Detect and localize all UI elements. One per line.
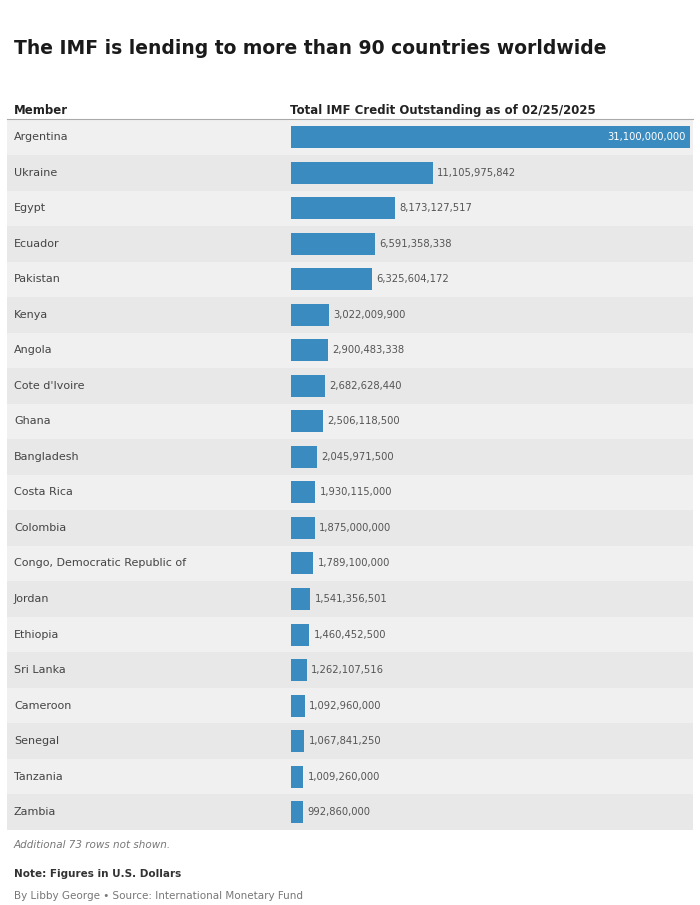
Text: Ethiopia: Ethiopia: [14, 630, 60, 640]
Text: Cote d'Ivoire: Cote d'Ivoire: [14, 381, 85, 391]
Text: Ukraine: Ukraine: [14, 167, 57, 177]
Text: 1,541,356,501: 1,541,356,501: [314, 594, 387, 604]
Text: 1,875,000,000: 1,875,000,000: [318, 523, 391, 533]
Text: 2,682,628,440: 2,682,628,440: [329, 381, 402, 391]
Text: 1,789,100,000: 1,789,100,000: [318, 558, 390, 568]
Text: Jordan: Jordan: [14, 594, 50, 604]
Bar: [7, 368, 693, 404]
Text: The IMF is lending to more than 90 countries worldwide: The IMF is lending to more than 90 count…: [14, 39, 606, 58]
Bar: [7, 617, 693, 653]
Bar: [7, 191, 693, 226]
Text: Argentina: Argentina: [14, 132, 69, 142]
Bar: [290, 801, 303, 824]
Bar: [290, 197, 396, 219]
Bar: [7, 439, 693, 474]
Bar: [7, 332, 693, 368]
Bar: [290, 410, 323, 433]
Bar: [290, 588, 310, 610]
Text: Kenya: Kenya: [14, 310, 48, 319]
Text: 2,045,971,500: 2,045,971,500: [321, 452, 393, 462]
Text: Colombia: Colombia: [14, 523, 66, 533]
Text: Costa Rica: Costa Rica: [14, 488, 73, 498]
Text: 1,092,960,000: 1,092,960,000: [309, 700, 382, 710]
Bar: [290, 730, 304, 752]
Bar: [7, 226, 693, 262]
Text: Pakistan: Pakistan: [14, 274, 61, 284]
Bar: [7, 653, 693, 688]
Text: Angola: Angola: [14, 346, 52, 356]
Bar: [7, 404, 693, 439]
Text: 1,262,107,516: 1,262,107,516: [311, 665, 384, 675]
Bar: [7, 546, 693, 581]
Bar: [7, 155, 693, 191]
Text: Egypt: Egypt: [14, 204, 46, 214]
Bar: [7, 119, 693, 155]
Text: Congo, Democratic Republic of: Congo, Democratic Republic of: [14, 558, 186, 568]
Bar: [7, 297, 693, 333]
Text: 2,900,483,338: 2,900,483,338: [332, 346, 404, 356]
Bar: [290, 766, 303, 787]
Text: 3,022,009,900: 3,022,009,900: [333, 310, 406, 319]
Bar: [290, 126, 690, 148]
Bar: [290, 162, 433, 184]
Text: Ghana: Ghana: [14, 416, 50, 426]
Text: 11,105,975,842: 11,105,975,842: [438, 167, 517, 177]
Text: 31,100,000,000: 31,100,000,000: [608, 132, 686, 142]
Text: 1,460,452,500: 1,460,452,500: [314, 630, 386, 640]
Text: Cameroon: Cameroon: [14, 700, 71, 710]
Bar: [290, 659, 307, 681]
Text: Member: Member: [14, 104, 68, 117]
Text: 1,009,260,000: 1,009,260,000: [307, 772, 380, 782]
Text: Bangladesh: Bangladesh: [14, 452, 80, 462]
Bar: [7, 581, 693, 617]
Bar: [290, 233, 375, 255]
Bar: [290, 694, 304, 717]
Text: Senegal: Senegal: [14, 736, 59, 746]
Bar: [290, 481, 315, 503]
Bar: [290, 268, 372, 291]
Text: By Libby George • Source: International Monetary Fund: By Libby George • Source: International …: [14, 891, 303, 900]
Bar: [7, 723, 693, 758]
Text: 8,173,127,517: 8,173,127,517: [400, 204, 473, 214]
Bar: [7, 758, 693, 795]
Bar: [7, 474, 693, 510]
Text: 992,860,000: 992,860,000: [307, 807, 370, 817]
Bar: [290, 304, 329, 326]
Text: 2,506,118,500: 2,506,118,500: [327, 416, 400, 426]
Text: 6,325,604,172: 6,325,604,172: [376, 274, 449, 284]
Text: 6,591,358,338: 6,591,358,338: [379, 239, 452, 249]
Bar: [290, 552, 314, 575]
Text: Note: Figures in U.S. Dollars: Note: Figures in U.S. Dollars: [14, 869, 181, 879]
Bar: [7, 795, 693, 830]
Text: Total IMF Credit Outstanding as of 02/25/2025: Total IMF Credit Outstanding as of 02/25…: [290, 104, 596, 117]
Bar: [290, 624, 309, 645]
Bar: [7, 262, 693, 297]
Text: Ecuador: Ecuador: [14, 239, 60, 249]
Text: Tanzania: Tanzania: [14, 772, 63, 782]
Text: 1,930,115,000: 1,930,115,000: [319, 488, 392, 498]
Text: Zambia: Zambia: [14, 807, 57, 817]
Bar: [290, 375, 325, 397]
Bar: [290, 339, 328, 361]
Bar: [7, 688, 693, 723]
Bar: [290, 517, 314, 539]
Text: 1,067,841,250: 1,067,841,250: [309, 736, 381, 746]
Bar: [7, 510, 693, 546]
Text: Additional 73 rows not shown.: Additional 73 rows not shown.: [14, 840, 171, 850]
Text: Sri Lanka: Sri Lanka: [14, 665, 66, 675]
Bar: [290, 446, 316, 468]
